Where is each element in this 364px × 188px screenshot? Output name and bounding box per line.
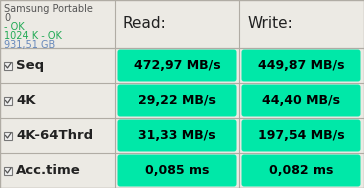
Text: 4K: 4K <box>16 94 36 107</box>
FancyBboxPatch shape <box>241 84 360 117</box>
Text: Write:: Write: <box>247 17 293 32</box>
Text: Seq: Seq <box>16 59 44 72</box>
Bar <box>4 96 12 105</box>
FancyBboxPatch shape <box>241 155 360 186</box>
Text: 1024 K - OK: 1024 K - OK <box>4 31 62 41</box>
Bar <box>4 61 12 70</box>
Bar <box>4 167 12 174</box>
Text: 29,22 MB/s: 29,22 MB/s <box>138 94 216 107</box>
FancyBboxPatch shape <box>241 49 360 82</box>
Text: 449,87 MB/s: 449,87 MB/s <box>258 59 344 72</box>
FancyBboxPatch shape <box>118 49 237 82</box>
Bar <box>4 131 12 139</box>
Text: 31,33 MB/s: 31,33 MB/s <box>138 129 216 142</box>
Text: 931,51 GB: 931,51 GB <box>4 40 55 50</box>
Text: 472,97 MB/s: 472,97 MB/s <box>134 59 220 72</box>
FancyBboxPatch shape <box>118 84 237 117</box>
Text: Acc.time: Acc.time <box>16 164 81 177</box>
Text: 44,40 MB/s: 44,40 MB/s <box>262 94 340 107</box>
Text: 0,082 ms: 0,082 ms <box>269 164 333 177</box>
Text: Samsung Portable: Samsung Portable <box>4 4 93 14</box>
Text: - OK: - OK <box>4 22 25 32</box>
Text: 197,54 MB/s: 197,54 MB/s <box>258 129 344 142</box>
FancyBboxPatch shape <box>118 120 237 152</box>
Text: 0: 0 <box>4 13 10 23</box>
FancyBboxPatch shape <box>241 120 360 152</box>
FancyBboxPatch shape <box>118 155 237 186</box>
Text: Read:: Read: <box>123 17 167 32</box>
Text: 4K-64Thrd: 4K-64Thrd <box>16 129 93 142</box>
Text: 0,085 ms: 0,085 ms <box>145 164 209 177</box>
